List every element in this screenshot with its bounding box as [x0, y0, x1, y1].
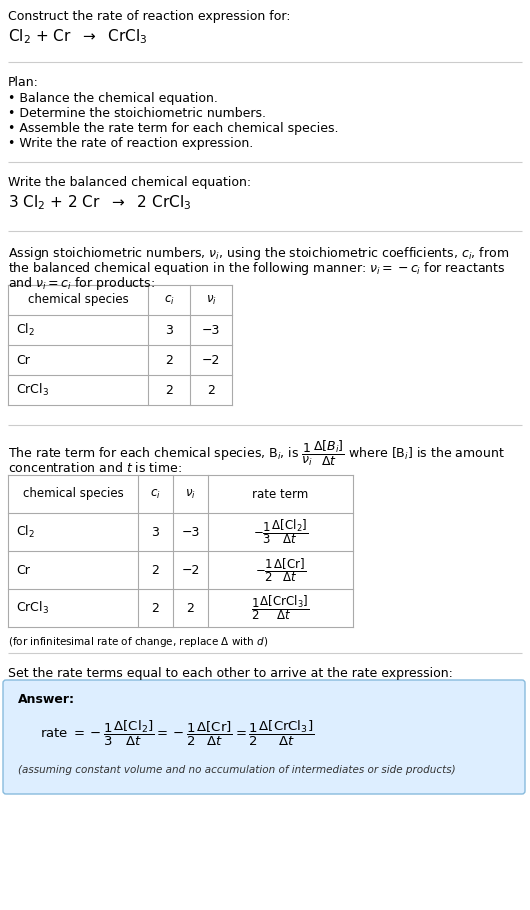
Text: rate term: rate term [252, 488, 308, 501]
Text: Cl$_2$: Cl$_2$ [16, 322, 35, 338]
Text: $\nu_i$: $\nu_i$ [206, 293, 216, 307]
Text: −2: −2 [181, 563, 200, 577]
Text: Set the rate terms equal to each other to arrive at the rate expression:: Set the rate terms equal to each other t… [8, 667, 453, 680]
Text: $\dfrac{1}{2}\dfrac{\Delta[\mathrm{CrCl}_3]}{\Delta t}$: $\dfrac{1}{2}\dfrac{\Delta[\mathrm{CrCl}… [251, 593, 310, 622]
Text: Cl$_2$: Cl$_2$ [16, 524, 35, 540]
Text: $c_i$: $c_i$ [150, 488, 161, 501]
Text: • Assemble the rate term for each chemical species.: • Assemble the rate term for each chemic… [8, 122, 339, 135]
Text: rate $= -\dfrac{1}{3}\dfrac{\Delta[\mathrm{Cl}_2]}{\Delta t} = -\dfrac{1}{2}\dfr: rate $= -\dfrac{1}{3}\dfrac{\Delta[\math… [40, 719, 314, 748]
Text: • Determine the stoichiometric numbers.: • Determine the stoichiometric numbers. [8, 107, 266, 120]
Text: −2: −2 [202, 353, 220, 367]
Text: Cl$_2$ + Cr  $\rightarrow$  CrCl$_3$: Cl$_2$ + Cr $\rightarrow$ CrCl$_3$ [8, 27, 148, 46]
Text: Write the balanced chemical equation:: Write the balanced chemical equation: [8, 176, 251, 189]
Text: Assign stoichiometric numbers, $\nu_i$, using the stoichiometric coefficients, $: Assign stoichiometric numbers, $\nu_i$, … [8, 245, 509, 262]
Text: 3: 3 [152, 525, 160, 539]
Text: 3: 3 [165, 323, 173, 337]
Text: −3: −3 [202, 323, 220, 337]
Text: −3: −3 [181, 525, 200, 539]
Text: The rate term for each chemical species, B$_i$, is $\dfrac{1}{\nu_i}\dfrac{\Delt: The rate term for each chemical species,… [8, 439, 505, 468]
Text: CrCl$_3$: CrCl$_3$ [16, 600, 49, 616]
Text: Cr: Cr [16, 563, 30, 577]
Text: • Balance the chemical equation.: • Balance the chemical equation. [8, 92, 218, 105]
Text: • Write the rate of reaction expression.: • Write the rate of reaction expression. [8, 137, 253, 150]
Text: and $\nu_i = c_i$ for products:: and $\nu_i = c_i$ for products: [8, 275, 155, 292]
Text: 2: 2 [165, 353, 173, 367]
Text: chemical species: chemical species [23, 488, 123, 501]
Text: $c_i$: $c_i$ [164, 293, 174, 307]
Text: concentration and $t$ is time:: concentration and $t$ is time: [8, 461, 182, 475]
Text: CrCl$_3$: CrCl$_3$ [16, 382, 49, 398]
Text: Plan:: Plan: [8, 76, 39, 89]
Text: $-\dfrac{1}{3}\dfrac{\Delta[\mathrm{Cl}_2]}{\Delta t}$: $-\dfrac{1}{3}\dfrac{\Delta[\mathrm{Cl}_… [253, 518, 308, 546]
Text: 2: 2 [187, 602, 195, 614]
Text: chemical species: chemical species [28, 294, 128, 307]
FancyBboxPatch shape [3, 680, 525, 794]
Text: 3 Cl$_2$ + 2 Cr  $\rightarrow$  2 CrCl$_3$: 3 Cl$_2$ + 2 Cr $\rightarrow$ 2 CrCl$_3$ [8, 193, 191, 212]
Text: $\nu_i$: $\nu_i$ [185, 488, 196, 501]
Text: the balanced chemical equation in the following manner: $\nu_i = -c_i$ for react: the balanced chemical equation in the fo… [8, 260, 506, 277]
Text: 2: 2 [165, 383, 173, 397]
Text: $-\dfrac{1}{2}\dfrac{\Delta[\mathrm{Cr}]}{\Delta t}$: $-\dfrac{1}{2}\dfrac{\Delta[\mathrm{Cr}]… [255, 556, 306, 584]
Text: Cr: Cr [16, 353, 30, 367]
Text: 2: 2 [152, 602, 160, 614]
Text: (assuming constant volume and no accumulation of intermediates or side products): (assuming constant volume and no accumul… [18, 765, 456, 775]
Text: (for infinitesimal rate of change, replace Δ with $d$): (for infinitesimal rate of change, repla… [8, 635, 268, 649]
Text: Construct the rate of reaction expression for:: Construct the rate of reaction expressio… [8, 10, 290, 23]
Text: 2: 2 [152, 563, 160, 577]
Text: Answer:: Answer: [18, 693, 75, 706]
Text: 2: 2 [207, 383, 215, 397]
